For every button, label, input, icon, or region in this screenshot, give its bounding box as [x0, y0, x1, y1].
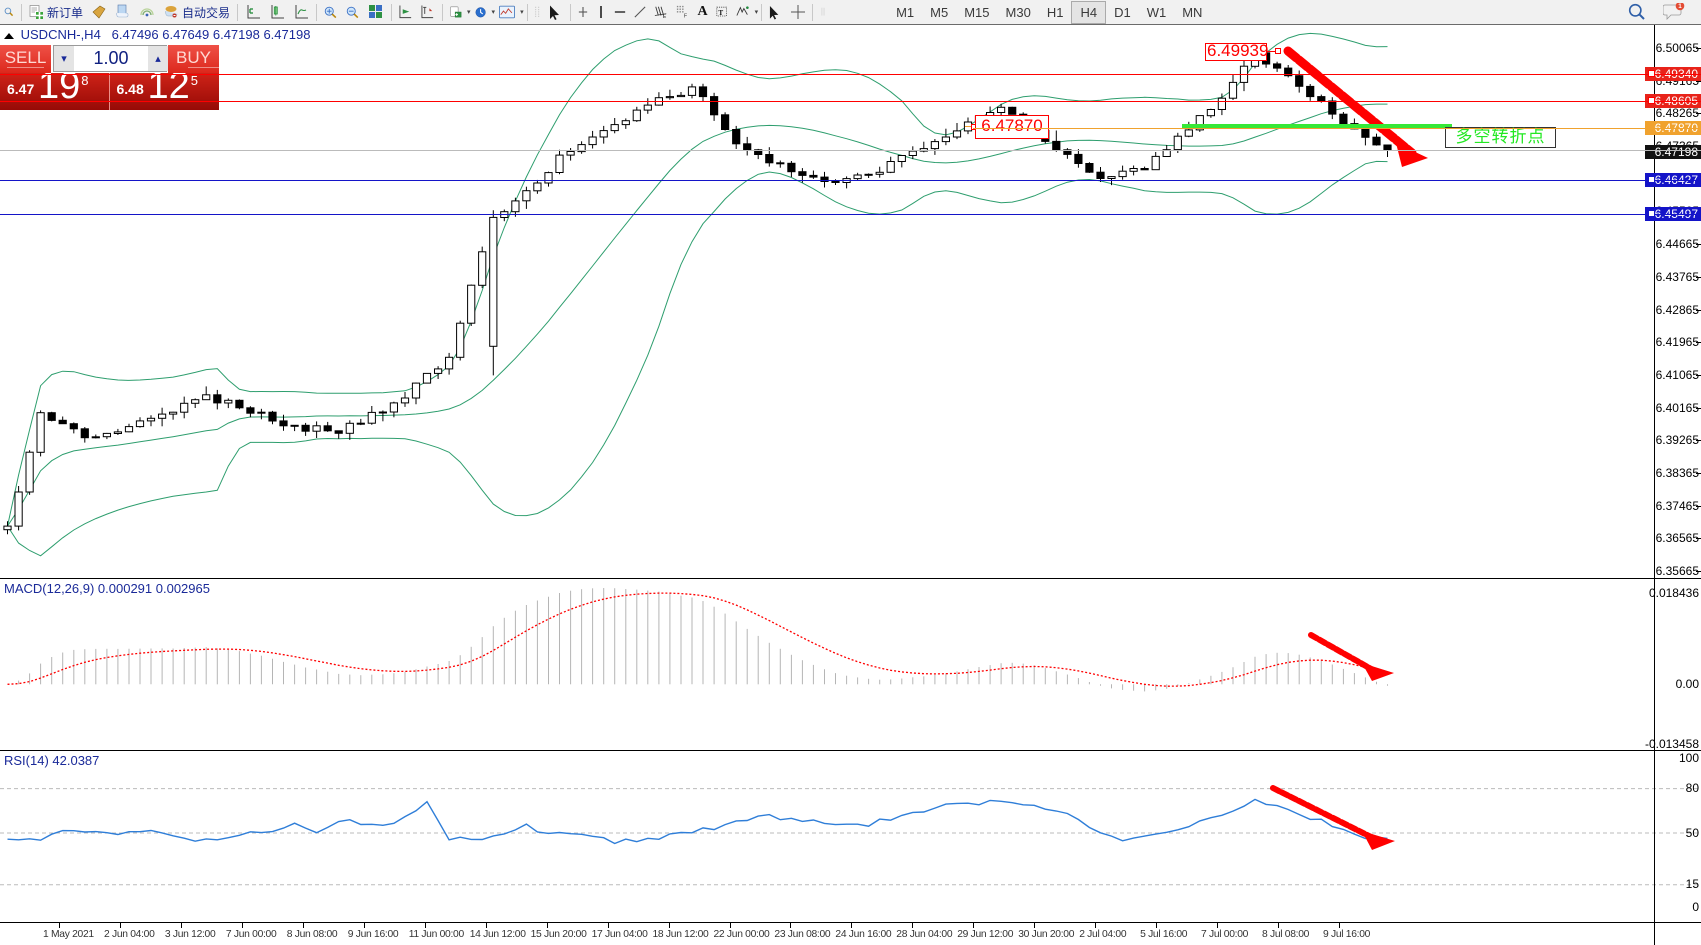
- svg-text:1: 1: [1678, 3, 1682, 10]
- svg-text:E: E: [662, 14, 666, 19]
- svg-text:F: F: [683, 13, 686, 19]
- svg-text:T: T: [718, 9, 723, 17]
